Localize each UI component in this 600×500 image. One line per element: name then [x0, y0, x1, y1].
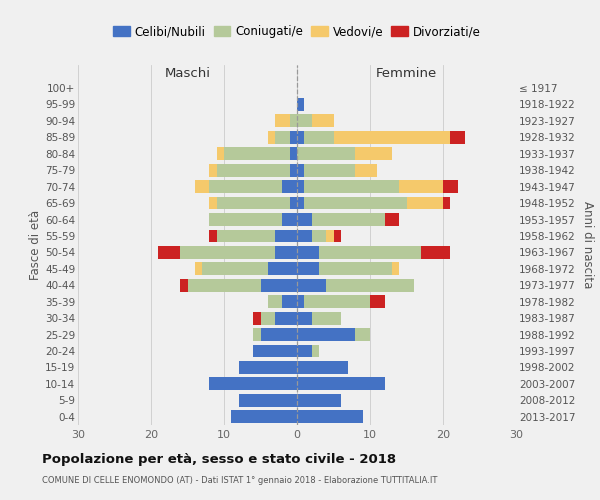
Bar [407, 196, 443, 209]
Bar [232, 410, 297, 423]
Bar [180, 279, 187, 291]
Bar [209, 196, 217, 209]
Bar [290, 131, 297, 143]
Bar [290, 164, 297, 176]
Bar [421, 246, 450, 259]
Bar [326, 279, 414, 291]
Bar [297, 131, 304, 143]
Bar [297, 328, 355, 341]
Bar [297, 164, 304, 176]
Bar [158, 246, 180, 259]
Bar [326, 230, 334, 242]
Bar [275, 114, 290, 128]
Bar [355, 328, 370, 341]
Bar [297, 279, 326, 291]
Bar [297, 410, 362, 423]
Bar [283, 296, 297, 308]
Bar [297, 296, 304, 308]
Bar [217, 196, 290, 209]
Bar [275, 131, 290, 143]
Bar [217, 148, 224, 160]
Bar [319, 246, 421, 259]
Bar [355, 148, 392, 160]
Bar [209, 164, 217, 176]
Text: Popolazione per età, sesso e stato civile - 2018: Popolazione per età, sesso e stato civil… [42, 452, 396, 466]
Bar [297, 230, 311, 242]
Bar [239, 394, 297, 407]
Bar [311, 344, 319, 358]
Bar [195, 262, 202, 275]
Bar [253, 344, 297, 358]
Bar [290, 114, 297, 128]
Bar [304, 164, 355, 176]
Bar [217, 164, 290, 176]
Bar [297, 344, 311, 358]
Bar [217, 230, 275, 242]
Text: Maschi: Maschi [164, 66, 211, 80]
Bar [443, 196, 450, 209]
Bar [275, 312, 297, 324]
Bar [311, 213, 385, 226]
Bar [253, 312, 260, 324]
Bar [355, 164, 377, 176]
Bar [268, 296, 283, 308]
Bar [304, 196, 407, 209]
Bar [209, 230, 217, 242]
Bar [195, 180, 209, 193]
Bar [370, 296, 385, 308]
Bar [275, 246, 297, 259]
Bar [209, 180, 283, 193]
Bar [392, 262, 399, 275]
Bar [297, 148, 355, 160]
Bar [209, 378, 297, 390]
Bar [180, 246, 275, 259]
Bar [297, 262, 319, 275]
Bar [304, 296, 370, 308]
Bar [304, 180, 399, 193]
Bar [334, 230, 341, 242]
Bar [253, 328, 260, 341]
Bar [334, 131, 450, 143]
Bar [283, 180, 297, 193]
Bar [450, 131, 465, 143]
Bar [209, 213, 283, 226]
Bar [385, 213, 399, 226]
Legend: Celibi/Nubili, Coniugati/e, Vedovi/e, Divorziati/e: Celibi/Nubili, Coniugati/e, Vedovi/e, Di… [109, 20, 485, 43]
Bar [260, 312, 275, 324]
Bar [260, 328, 297, 341]
Bar [275, 230, 297, 242]
Bar [268, 131, 275, 143]
Bar [290, 196, 297, 209]
Bar [311, 114, 334, 128]
Text: COMUNE DI CELLE ENOMONDO (AT) - Dati ISTAT 1° gennaio 2018 - Elaborazione TUTTIT: COMUNE DI CELLE ENOMONDO (AT) - Dati IST… [42, 476, 437, 485]
Bar [297, 312, 311, 324]
Bar [187, 279, 260, 291]
Bar [399, 180, 443, 193]
Bar [297, 98, 304, 111]
Bar [297, 213, 311, 226]
Bar [297, 196, 304, 209]
Bar [297, 246, 319, 259]
Y-axis label: Fasce di età: Fasce di età [29, 210, 42, 280]
Text: Femmine: Femmine [376, 66, 437, 80]
Bar [283, 213, 297, 226]
Bar [311, 312, 341, 324]
Y-axis label: Anni di nascita: Anni di nascita [581, 202, 594, 288]
Bar [297, 114, 311, 128]
Bar [443, 180, 458, 193]
Bar [297, 378, 385, 390]
Bar [202, 262, 268, 275]
Bar [297, 394, 341, 407]
Bar [224, 148, 290, 160]
Bar [297, 180, 304, 193]
Bar [290, 148, 297, 160]
Bar [319, 262, 392, 275]
Bar [304, 131, 334, 143]
Bar [297, 361, 348, 374]
Bar [311, 230, 326, 242]
Bar [239, 361, 297, 374]
Bar [268, 262, 297, 275]
Bar [260, 279, 297, 291]
